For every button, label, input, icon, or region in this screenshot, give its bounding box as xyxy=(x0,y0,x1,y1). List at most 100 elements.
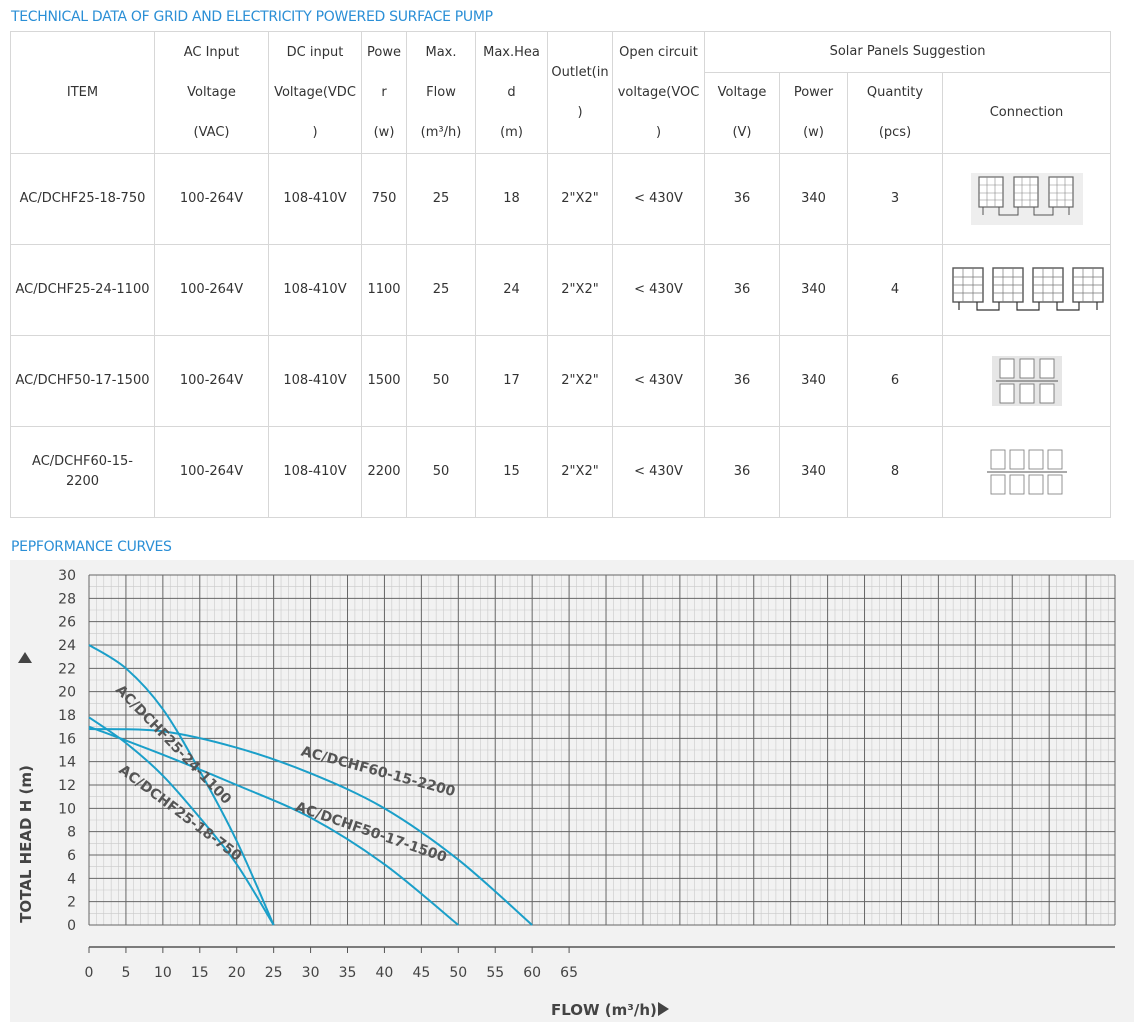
y-tick-label: 22 xyxy=(58,661,76,677)
x-tick-label: 40 xyxy=(376,965,394,981)
cell-ac: 100-264V xyxy=(154,426,269,518)
cell-connection xyxy=(941,153,1112,245)
cell-power: 750 xyxy=(361,153,407,245)
y-tick-label: 14 xyxy=(58,755,76,771)
cell-dc: 108-410V xyxy=(268,244,362,336)
cell-flow: 50 xyxy=(406,335,476,427)
solar-panel-connection-8-icon xyxy=(986,449,1067,495)
cell-connection xyxy=(941,426,1112,518)
y-axis-title: TOTAL HEAD H (m) xyxy=(17,765,35,923)
cell-quantity: 4 xyxy=(847,244,943,336)
cell-outlet: 2"X2" xyxy=(547,244,613,336)
x-tick-label: 5 xyxy=(121,965,130,981)
cell-head: 17 xyxy=(475,335,548,427)
cell-item: AC/DCHF25-18-750 xyxy=(10,153,155,245)
cell-ac: 100-264V xyxy=(154,335,269,427)
header-quantity: Quantity (pcs) xyxy=(847,72,943,154)
table-row: AC/DCHF25-24-1100 100-264V 108-410V 1100… xyxy=(10,244,1112,336)
cell-flow: 25 xyxy=(406,153,476,245)
cell-item: AC/DCHF25-24-1100 xyxy=(10,244,155,336)
cell-voltage: 36 xyxy=(704,153,780,245)
y-tick-label: 4 xyxy=(67,871,76,887)
cell-ac: 100-264V xyxy=(154,244,269,336)
cell-voltage: 36 xyxy=(704,426,780,518)
cell-voltage: 36 xyxy=(704,335,780,427)
cell-power: 2200 xyxy=(361,426,407,518)
x-tick-label: 15 xyxy=(191,965,209,981)
cell-quantity: 3 xyxy=(847,153,943,245)
cell-head: 24 xyxy=(475,244,548,336)
x-tick-labels: 0 5 10 15 20 25 30 35 40 45 50 55 60 65 xyxy=(85,947,578,981)
x-tick-label: 20 xyxy=(228,965,246,981)
performance-title: PEPFORMANCE CURVES xyxy=(11,539,172,555)
x-tick-label: 60 xyxy=(523,965,541,981)
cell-connection xyxy=(941,244,1112,336)
cell-quantity: 6 xyxy=(847,335,943,427)
cell-quantity: 8 xyxy=(847,426,943,518)
cell-panel-power: 340 xyxy=(779,153,848,245)
header-open-circuit: Open circuit voltage(VOC) xyxy=(612,31,705,154)
cell-voc: < 430V xyxy=(612,244,705,336)
header-power: Powe r (w) xyxy=(361,31,407,154)
header-ac-input: AC Input Voltage (VAC) xyxy=(154,31,269,154)
cell-head: 15 xyxy=(475,426,548,518)
x-tick-label: 10 xyxy=(154,965,172,981)
technical-data-table: ITEM AC Input Voltage (VAC) DC input Voltag… xyxy=(10,31,1112,518)
chart-background xyxy=(10,560,1134,1022)
solar-panel-connection-3-icon xyxy=(970,173,1083,225)
header-voltage: Voltage (V) xyxy=(704,72,780,154)
technical-data-title: TECHNICAL DATA OF GRID AND ELECTRICITY P… xyxy=(11,9,493,25)
table-row: AC/DCHF25-18-750 100-264V 108-410V 750 2… xyxy=(10,153,1112,245)
table-row: AC/DCHF50-17-1500 100-264V 108-410V 1500… xyxy=(10,335,1112,427)
y-tick-label: 30 xyxy=(58,568,76,584)
cell-dc: 108-410V xyxy=(268,426,362,518)
header-max-flow: Max. Flow (m³/h) xyxy=(406,31,476,154)
y-tick-label: 26 xyxy=(58,615,76,631)
cell-panel-power: 340 xyxy=(779,426,848,518)
header-solar-panels: Solar Panels Suggestion xyxy=(703,31,1112,73)
x-tick-label: 25 xyxy=(265,965,283,981)
x-tick-label: 50 xyxy=(449,965,467,981)
header-max-head: Max.Hea d (m) xyxy=(475,31,548,154)
chart-major-grid xyxy=(88,574,1116,948)
cell-connection xyxy=(941,335,1112,427)
cell-outlet: 2"X2" xyxy=(547,426,613,518)
header-connection: Connection xyxy=(941,72,1112,154)
performance-chart: 0 5 10 15 20 25 30 35 40 45 50 55 60 65 0246810121416… xyxy=(10,560,1134,1022)
y-tick-label: 10 xyxy=(58,801,76,817)
cell-dc: 108-410V xyxy=(268,335,362,427)
chart-minor-grid xyxy=(89,575,1115,925)
cell-outlet: 2"X2" xyxy=(547,153,613,245)
curve-ac-dchf50-17-1500 xyxy=(88,725,459,926)
cell-ac: 100-264V xyxy=(154,153,269,245)
cell-head: 18 xyxy=(475,153,548,245)
y-axis-arrow-icon xyxy=(18,652,32,663)
y-tick-label: 28 xyxy=(58,591,76,607)
cell-item: AC/DCHF50-17-1500 xyxy=(10,335,155,427)
y-tick-label: 0 xyxy=(67,918,76,934)
cell-voc: < 430V xyxy=(612,153,705,245)
y-tick-label: 8 xyxy=(67,825,76,841)
header-item: ITEM xyxy=(10,31,155,154)
y-tick-label: 16 xyxy=(58,731,76,747)
x-axis-title: FLOW (m³/h) xyxy=(551,1001,657,1019)
cell-power: 1100 xyxy=(361,244,407,336)
cell-flow: 50 xyxy=(406,426,476,518)
solar-panel-connection-6-icon xyxy=(991,356,1062,406)
cell-flow: 25 xyxy=(406,244,476,336)
x-tick-label: 65 xyxy=(560,965,578,981)
y-tick-label: 20 xyxy=(58,685,76,701)
header-panel-power: Power (w) xyxy=(779,72,848,154)
x-axis-arrow-icon xyxy=(658,1002,669,1016)
header-dc-input: DC input Voltage(VDC) xyxy=(268,31,362,154)
x-tick-label: 55 xyxy=(486,965,504,981)
header-outlet: Outlet(in) xyxy=(547,31,613,154)
y-tick-label: 12 xyxy=(58,778,76,794)
cell-voc: < 430V xyxy=(612,335,705,427)
x-tick-label: 30 xyxy=(302,965,320,981)
chart-curves xyxy=(88,644,533,926)
y-tick-label: 18 xyxy=(58,708,76,724)
x-tick-label: 45 xyxy=(412,965,430,981)
y-tick-label: 24 xyxy=(58,638,76,654)
